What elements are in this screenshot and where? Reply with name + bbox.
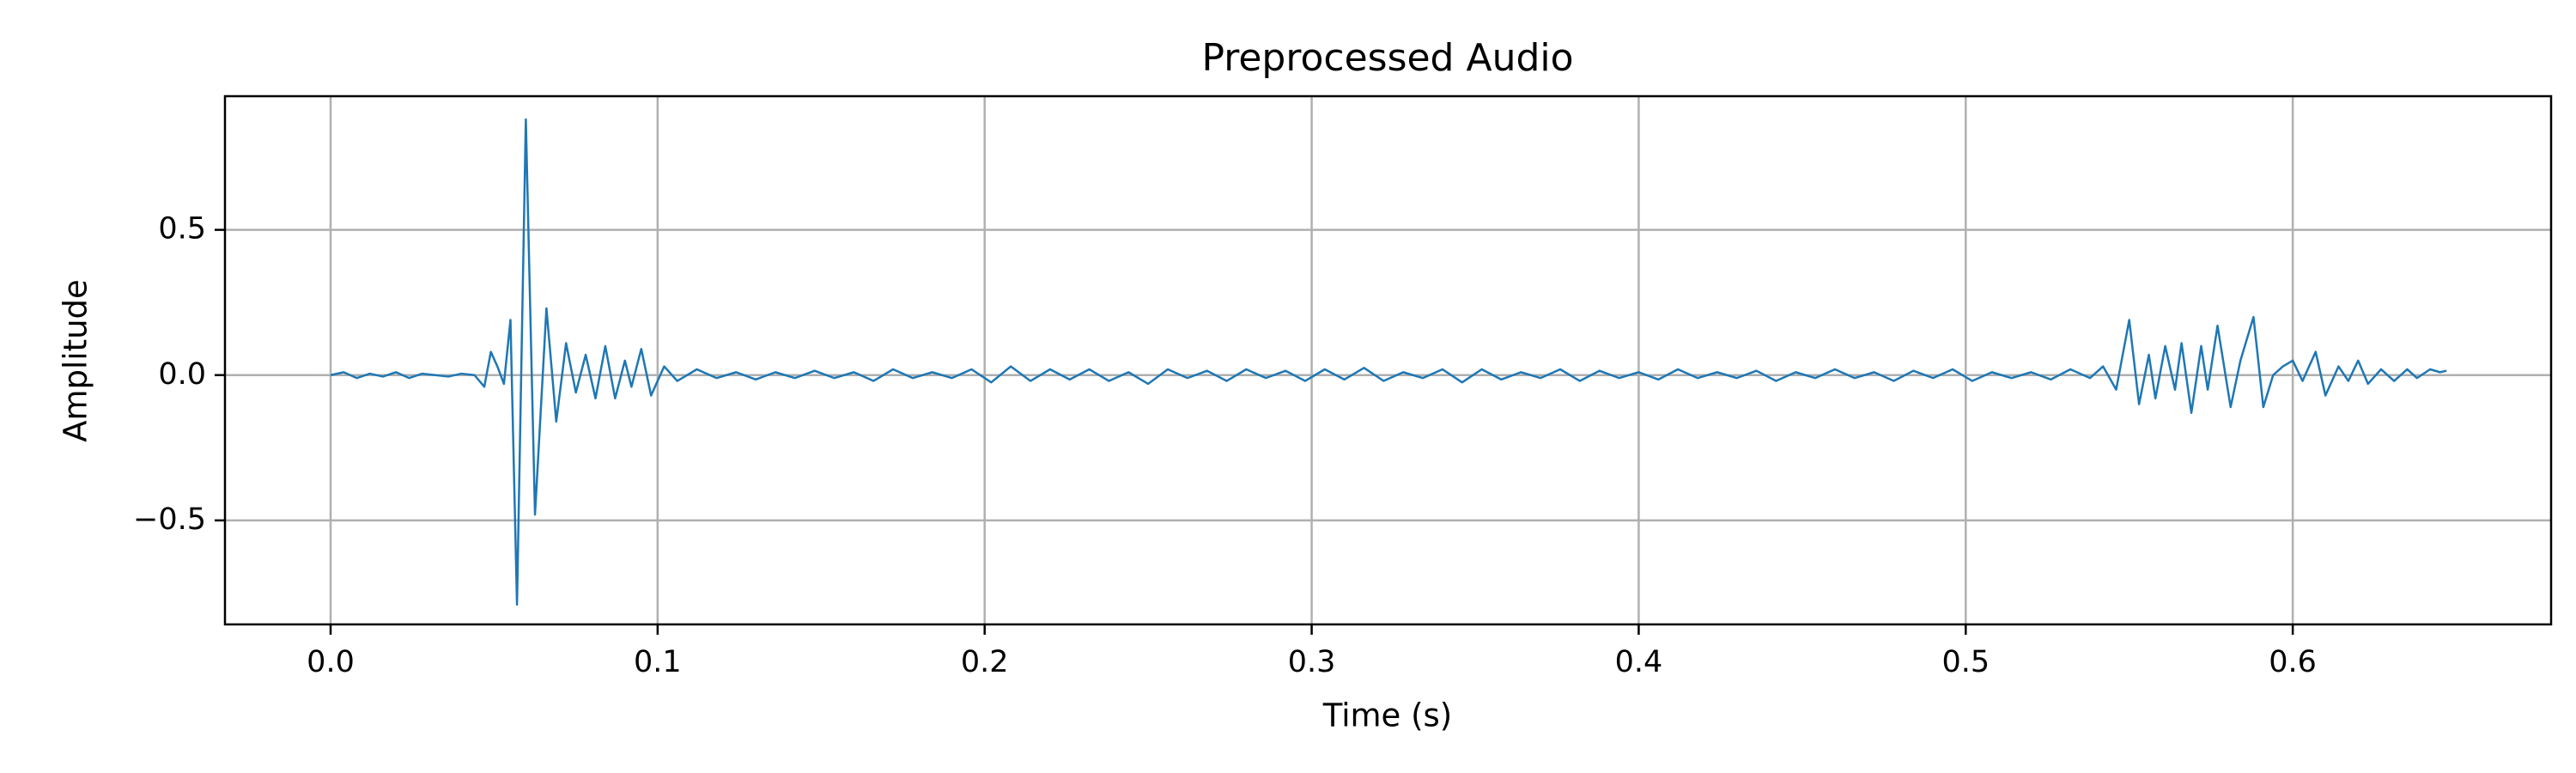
x-tick-label: 0.1 [634, 645, 682, 679]
chart-title: Preprocessed Audio [1201, 36, 1573, 80]
ticks: 0.0 0.1 0.2 0.3 0.4 0.5 0.6 −0.5 0.0 0.5 [133, 212, 2317, 679]
y-axis-label: Amplitude [58, 279, 94, 442]
x-tick-label: 0.0 [307, 645, 355, 679]
waveform-line [330, 118, 2447, 606]
y-tick-label: 0.5 [158, 212, 206, 247]
axes-frame [223, 94, 2553, 626]
plot-area [330, 118, 2447, 606]
y-tick-label: −0.5 [133, 502, 206, 537]
y-tick-label: 0.0 [158, 357, 206, 392]
x-tick-label: 0.5 [1941, 645, 1990, 679]
x-axis-label: Time (s) [1322, 697, 1452, 734]
x-tick-label: 0.2 [961, 645, 1009, 679]
x-tick-label: 0.6 [2269, 645, 2317, 679]
grid [225, 96, 2551, 624]
x-tick-label: 0.3 [1288, 645, 1336, 679]
x-tick-label: 0.4 [1615, 645, 1663, 679]
